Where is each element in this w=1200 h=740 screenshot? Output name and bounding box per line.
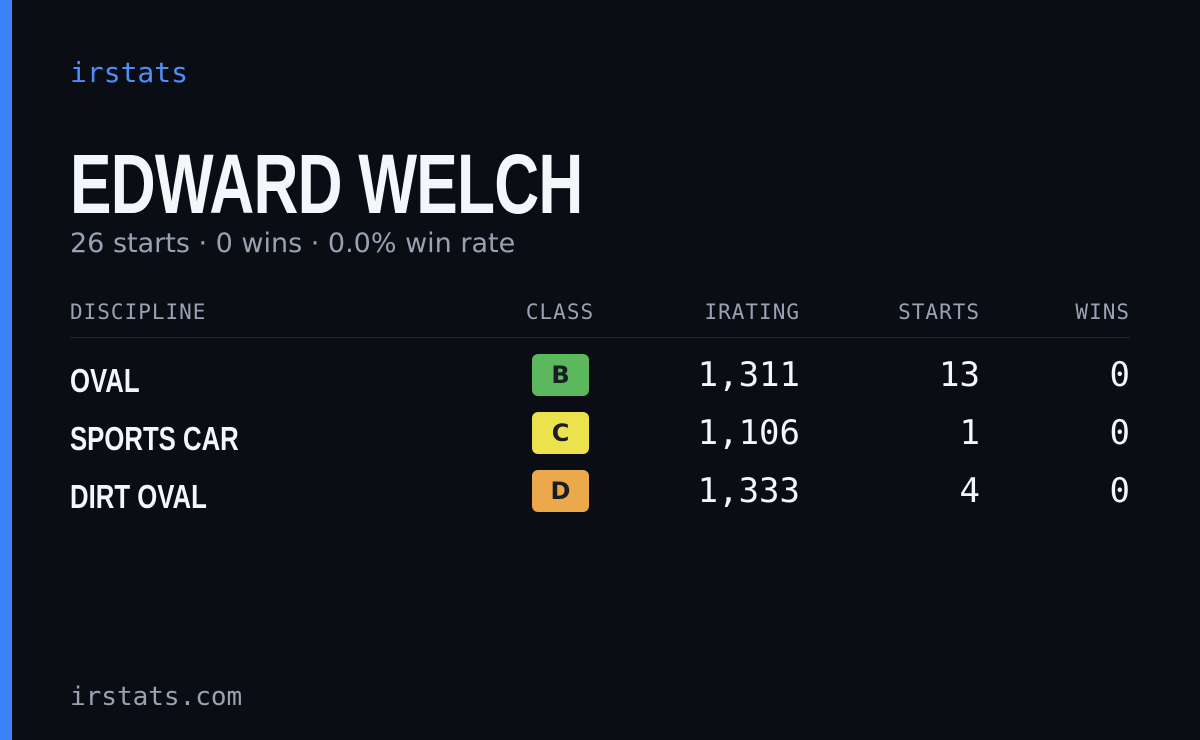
wins: 0 [1109,413,1130,453]
irating: 1,106 [697,413,800,453]
wins: 0 [1109,355,1130,395]
discipline: DIRT OVAL [70,478,207,515]
driver-name: EDWARD WELCH [70,137,583,231]
column-header: CLASS [525,300,595,324]
discipline: SPORTS CAR [70,420,239,457]
class-badge: B [532,354,589,396]
starts: 13 [939,355,980,395]
column-header: DISCIPLINE [70,300,207,324]
column-header: STARTS [898,300,980,324]
irating: 1,311 [697,355,800,395]
footer: irstats.com [70,682,243,712]
header-rule [70,337,1130,338]
class-badge: C [532,412,589,454]
brand: irstats [70,56,189,89]
discipline: OVAL [70,362,140,399]
starts: 1 [959,413,980,453]
class-badge: D [532,470,589,512]
irating: 1,333 [697,471,800,511]
accent-bar [0,0,12,740]
wins: 0 [1109,471,1130,511]
summary: 26 starts · 0 wins · 0.0% win rate [70,228,516,259]
column-header: WINS [1075,300,1130,324]
column-header: IRATING [704,300,800,324]
starts: 4 [959,471,980,511]
